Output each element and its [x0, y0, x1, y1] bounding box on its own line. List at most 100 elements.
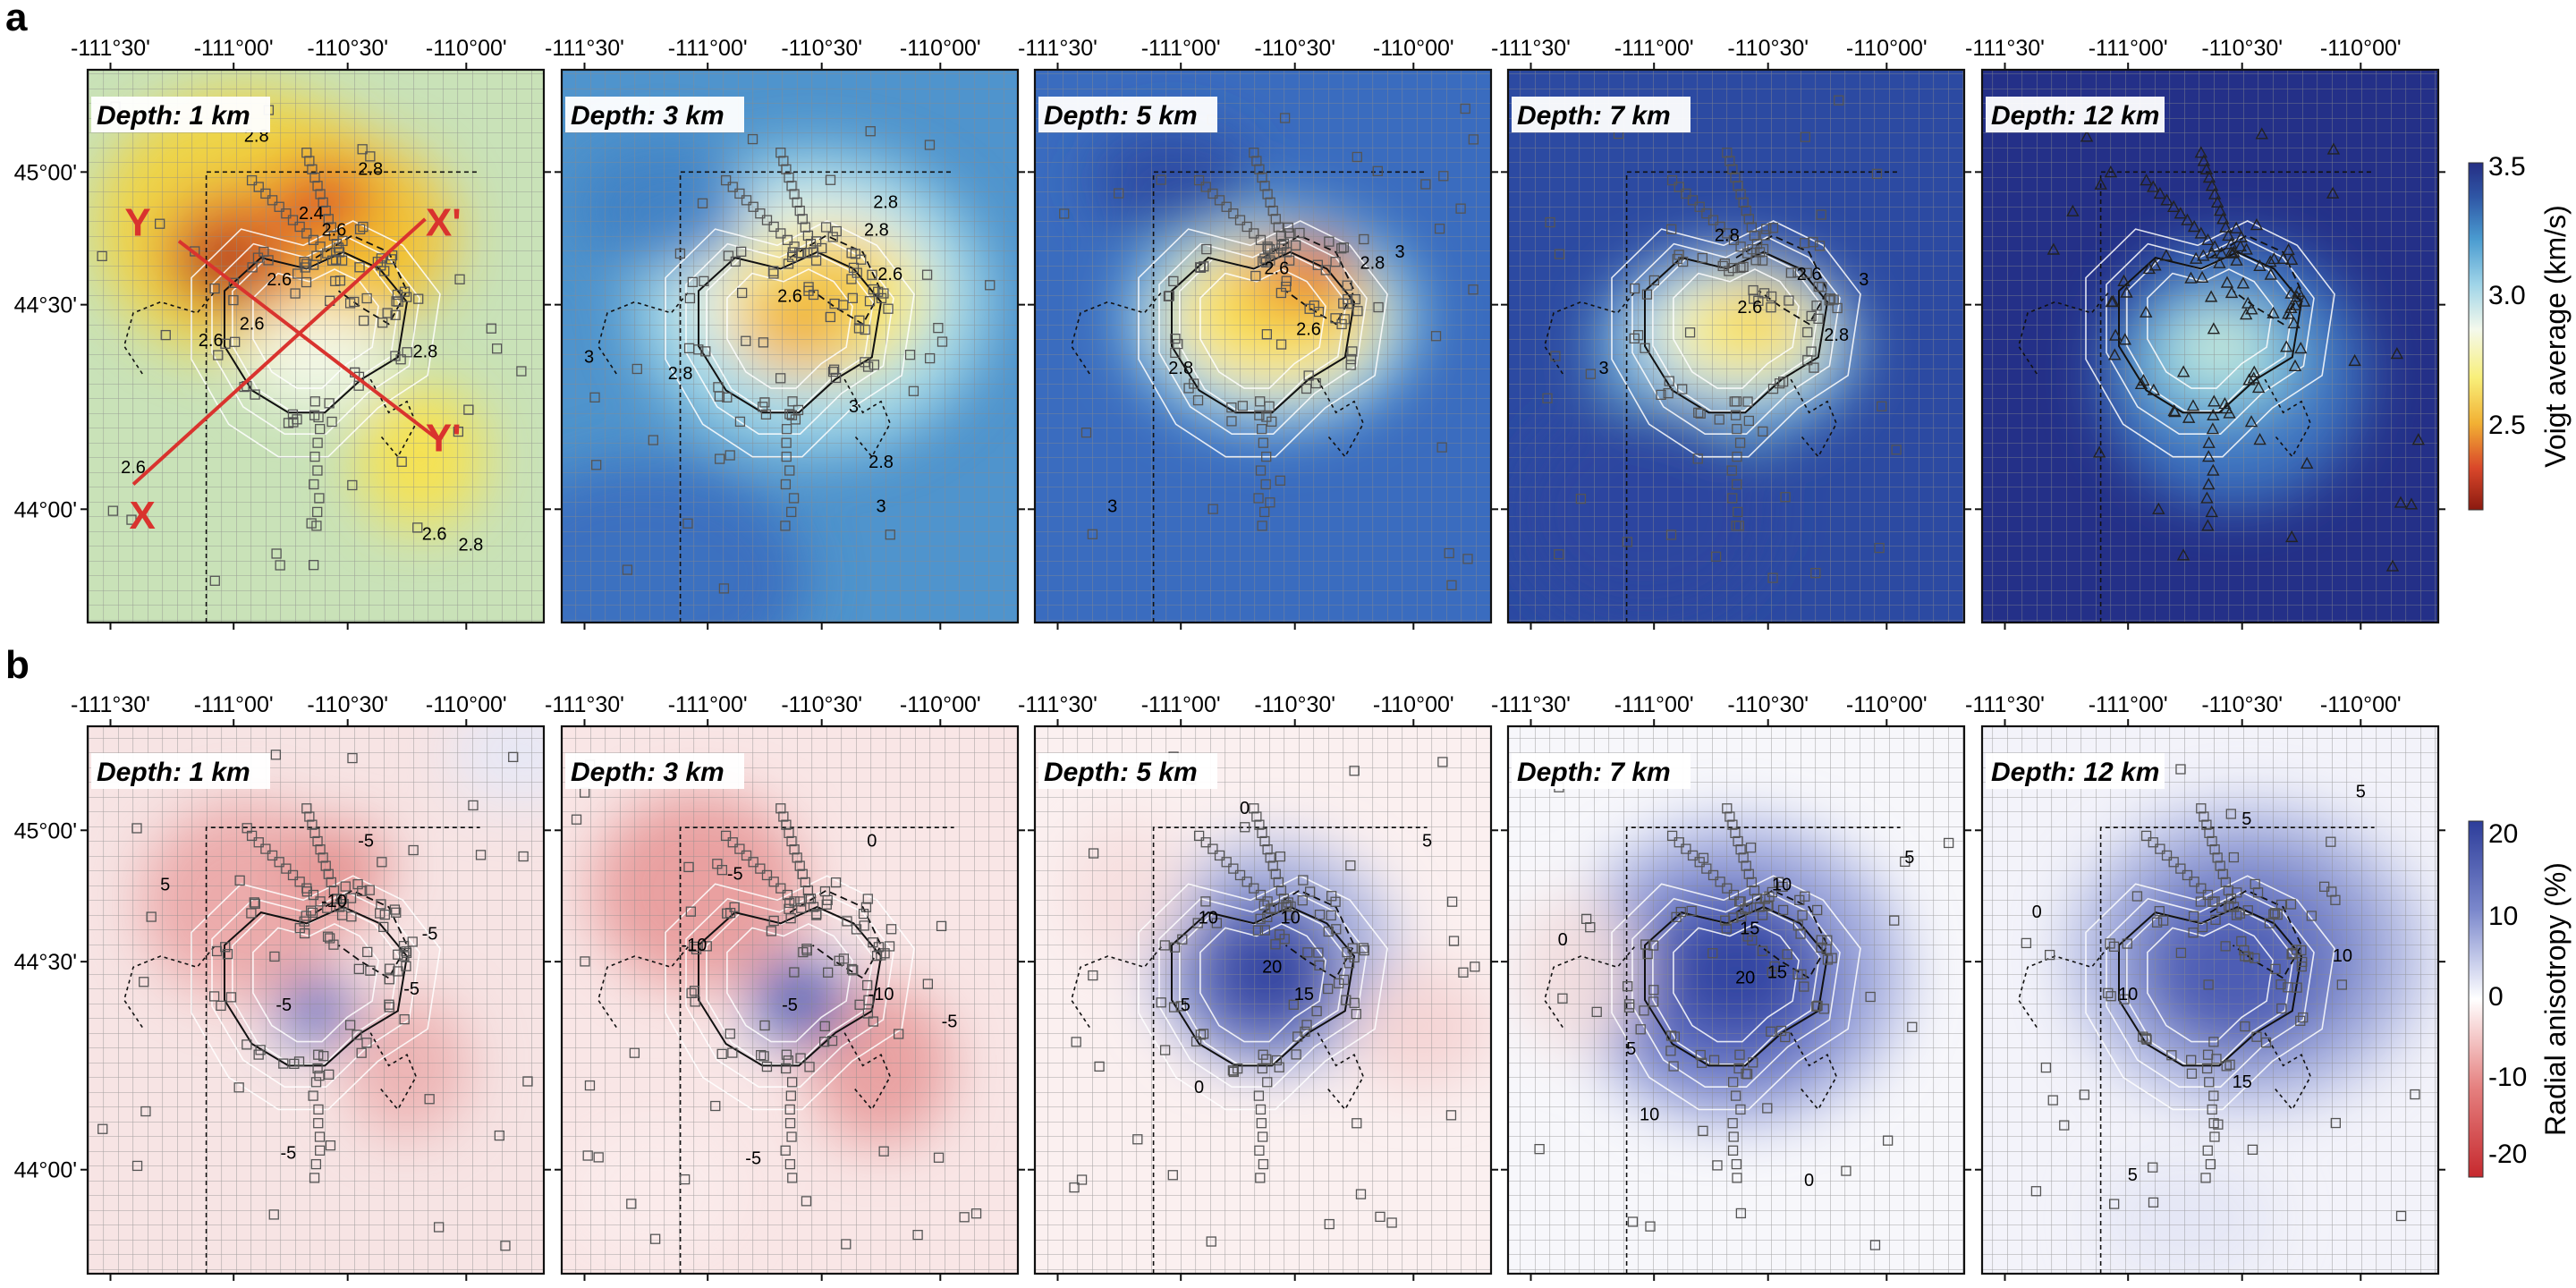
- map-panel-a-4: 2.8 2.6 2.6 2.8 3 3 Depth: 7 km -111°30' -111°00…: [1491, 36, 1971, 630]
- contour-label: 5: [1422, 832, 1432, 852]
- lon-tick-label: -110°00': [426, 36, 507, 61]
- contour-label: -5: [727, 864, 743, 884]
- lon-tick-label: -111°00': [668, 36, 748, 61]
- lon-tick-label: -111°30': [1018, 36, 1097, 61]
- colorbar-voigt: 3.5 3.0 2.5 Voigt average (km/s): [2468, 152, 2572, 511]
- lon-tick-label: -111°00': [2089, 692, 2168, 717]
- depth-label-text: Depth: 12 km: [1991, 101, 2159, 131]
- contour-label: 2.8: [358, 159, 383, 179]
- lon-tick-label: -111°30': [1965, 692, 2045, 717]
- map-panel-a-1: 2.82.82.42.62.62.62.82.62.62.62.8Depth: …: [14, 36, 551, 630]
- lon-tick-label: -111°00': [1614, 692, 1694, 717]
- depth-label-b-5: Depth: 12 km: [1986, 753, 2165, 789]
- depth-label-text: Depth: 1 km: [97, 101, 250, 131]
- lon-tick-label: -110°00': [1373, 692, 1454, 717]
- lon-tick-label: -111°30': [1018, 692, 1097, 717]
- contour-label: 2.6: [1296, 320, 1321, 340]
- stations-b-4: [1534, 782, 1954, 1250]
- depth-label-text: Depth: 3 km: [571, 101, 724, 131]
- contour-label: 15: [1767, 963, 1787, 983]
- contour-label: 5: [1626, 1039, 1636, 1059]
- lon-tick-label: -111°00': [194, 36, 274, 61]
- depth-label-a-1: Depth: 1 km: [91, 97, 270, 132]
- lon-tick-label: -110°30': [781, 692, 862, 717]
- stations-a-3: [1059, 103, 1479, 590]
- contour-label: 2.8: [668, 364, 693, 384]
- contour-label: 20: [1735, 969, 1755, 988]
- colorbar-aniso-tick-m20: -20: [2488, 1140, 2527, 1169]
- lon-tick-label: -110°30': [307, 36, 388, 61]
- colorbar-aniso-tick-10: 10: [2488, 902, 2518, 931]
- contour-label: 10: [1640, 1106, 1659, 1125]
- contour-label: 5: [2356, 783, 2366, 802]
- lon-tick-label: -110°00': [426, 692, 507, 717]
- lat-tick-label: 44°00': [14, 497, 77, 522]
- contour-label: 0: [2032, 902, 2042, 922]
- contour-label: 15: [1294, 985, 1314, 1004]
- depth-label-text: Depth: 7 km: [1517, 758, 1671, 787]
- contour-label: 2.8: [1824, 326, 1849, 345]
- contour-label: -10: [321, 892, 347, 911]
- depth-label-b-4: Depth: 7 km: [1512, 753, 1690, 789]
- lon-tick-label: -111°00': [1141, 36, 1221, 61]
- stations-b-1: [97, 750, 533, 1251]
- lat-tick-label: 44°30': [14, 950, 77, 975]
- colorbar-aniso-tick-m10: -10: [2488, 1063, 2527, 1092]
- lon-tick-label: -110°30': [2201, 692, 2283, 717]
- lon-tick-label: -111°30': [545, 36, 624, 61]
- lon-tick-label: -111°00': [668, 692, 748, 717]
- colorbar-anisotropy-ramp: [2468, 820, 2484, 1178]
- contour-label: 10: [1772, 876, 1792, 895]
- depth-label-text: Depth: 1 km: [97, 758, 250, 787]
- contour-label: 10: [2333, 946, 2352, 966]
- contour-label: -5: [403, 979, 419, 999]
- depth-label-text: Depth: 5 km: [1044, 758, 1198, 787]
- contour-label: 5: [2241, 809, 2251, 829]
- colorbar-voigt-tick-30: 3.0: [2488, 281, 2526, 310]
- colorbar-aniso-tick-0: 0: [2488, 982, 2504, 1012]
- contour-label: 2.6: [777, 287, 802, 307]
- contour-label: 2.8: [1715, 226, 1740, 246]
- depth-label-a-5: Depth: 12 km: [1986, 97, 2165, 132]
- contour-label: 2.8: [864, 220, 889, 240]
- map-panel-b-1: 5 -5 -10 -5 -5 -5 -5 Depth: 1 km -111°30' -111°00…: [14, 692, 551, 1281]
- profile-label: X': [426, 200, 462, 244]
- contour-label: -5: [358, 832, 374, 852]
- lon-tick-label: -110°00': [2320, 692, 2402, 717]
- depth-label-text: Depth: 7 km: [1517, 101, 1671, 131]
- contour-label: 2.4: [299, 204, 324, 224]
- contour-label: 2.6: [422, 524, 447, 544]
- contour-label: -10: [869, 985, 894, 1004]
- colorbar-aniso-tick-20: 20: [2488, 819, 2518, 849]
- lon-tick-label: -110°00': [900, 692, 981, 717]
- lon-tick-label: -111°30': [545, 692, 624, 717]
- lon-tick-label: -111°30': [71, 692, 150, 717]
- contour-label: -5: [275, 996, 292, 1015]
- depth-label-text: Depth: 12 km: [1991, 758, 2159, 787]
- stations-a-2: [589, 126, 996, 594]
- profile-lines: Y X' X Y': [124, 200, 461, 538]
- lon-tick-label: -111°30': [1491, 36, 1571, 61]
- contour-label: 0: [1194, 1078, 1204, 1097]
- lon-tick-label: -110°30': [2201, 36, 2283, 61]
- contour-label: 10: [1199, 908, 1218, 928]
- contour-label: 2.6: [267, 270, 292, 290]
- lat-tick-label: 45°00': [14, 160, 77, 185]
- contour-label: 2.8: [869, 453, 894, 472]
- contour-label: 2.6: [877, 265, 902, 284]
- lon-tick-label: -110°30': [1727, 692, 1809, 717]
- depth-label-b-1: Depth: 1 km: [91, 753, 270, 789]
- contour-label: 2.6: [1797, 265, 1822, 284]
- lon-tick-label: -111°00': [1614, 36, 1694, 61]
- contour-label: 5: [1181, 996, 1191, 1015]
- colorbar-aniso-label: Radial anisotropy (%): [2539, 862, 2572, 1136]
- contour-label: 3: [1859, 270, 1868, 290]
- lon-tick-label: -110°00': [1846, 36, 1928, 61]
- contour-label: 3: [584, 348, 594, 368]
- lon-tick-label: -111°30': [71, 36, 150, 61]
- contour-label: 5: [1904, 848, 1914, 868]
- map-panel-a-5: Depth: 12 km -111°30' -111°00' -110°30' -110…: [1965, 36, 2445, 630]
- map-panel-a-3: 3 2.6 2.6 2.8 2.8 3 Depth: 5 km -111°30' -111°00…: [1018, 36, 1498, 630]
- colorbar-voigt-ramp: [2468, 162, 2484, 511]
- depth-label-b-2: Depth: 3 km: [565, 753, 744, 789]
